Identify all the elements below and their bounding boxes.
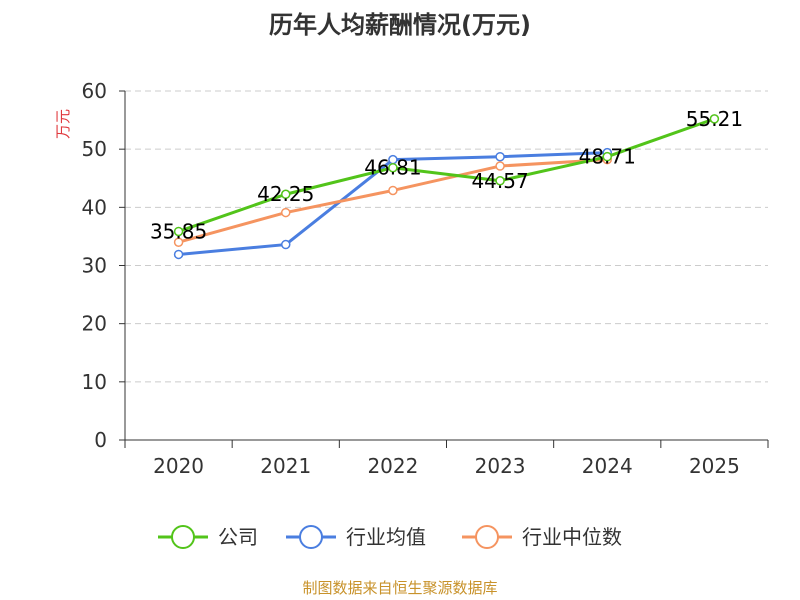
legend-marker [299,525,323,549]
data-point [388,185,398,196]
y-tick-label: 50 [82,137,107,161]
data-labels: 35.85 42.25 46.81 44.57 48.71 55.21 [150,107,743,244]
data-point [602,151,612,162]
series-1 [173,147,612,260]
data-point [173,249,184,260]
chart-title: 历年人均薪酬情况(万元) [269,11,531,39]
data-point [173,237,184,247]
y-tick-label: 60 [82,79,107,103]
data-point [281,239,291,250]
data-point [281,207,291,218]
axes: 0 10 20 30 40 50 60 2020 2021 2022 2023 2024 2025 [82,79,769,478]
data-label: 35.85 [150,219,207,243]
y-tick-label: 40 [82,195,107,219]
series-2 [173,154,612,247]
x-tick-label: 2021 [260,454,311,478]
data-point [495,151,505,162]
data-point [495,161,505,171]
x-tick-label: 2022 [367,454,418,478]
legend-label: 行业均值 [346,525,426,549]
x-tick-label: 2024 [582,454,633,478]
source-note: 制图数据来自恒生聚源数据库 [302,579,497,597]
x-tick-label: 2023 [475,454,526,478]
data-point [281,189,291,199]
x-tick-label: 2025 [689,454,740,478]
legend[interactable]: 公司 行业均值 行业中位数 [158,525,622,549]
data-point [173,226,184,237]
series-0 [173,114,720,237]
legend-marker [475,525,499,549]
data-label: 55.21 [686,107,743,131]
legend-item-1[interactable]: 行业均值 [286,525,426,549]
data-point [388,162,398,173]
data-label: 46.81 [364,156,421,180]
y-tick-label: 0 [94,428,107,452]
gridlines [125,90,768,383]
legend-item-2[interactable]: 行业中位数 [462,525,622,549]
data-label: 44.57 [471,169,528,193]
series-line-0 [178,117,715,233]
data-point [495,176,505,186]
legend-item-0[interactable]: 公司 [158,525,258,549]
y-tick-label: 10 [82,370,107,394]
data-point [709,114,720,124]
data-label: 48.71 [579,145,636,169]
legend-label: 公司 [218,525,258,549]
data-label: 42.25 [257,182,314,206]
legend-label: 行业中位数 [522,525,622,549]
y-tick-label: 30 [82,254,107,278]
y-axis-label: 万元 [54,109,72,139]
series-group [173,114,720,260]
legend-marker [171,525,195,549]
x-tick-label: 2020 [153,454,204,478]
y-tick-label: 20 [82,312,107,336]
